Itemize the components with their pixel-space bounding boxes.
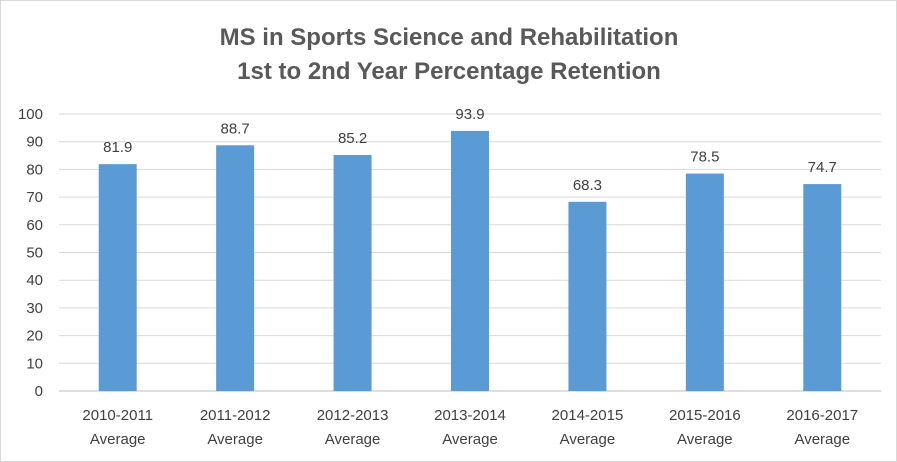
category-label: 2016-2017: [786, 407, 858, 424]
bar: [803, 184, 842, 391]
data-label: 78.5: [690, 149, 719, 166]
category-label: 2013-2014: [434, 407, 506, 424]
y-axis-ticks: 0 10 20 30 40 50 60 70 80 90 100: [18, 106, 43, 400]
bar: [333, 154, 372, 391]
bar: [451, 130, 489, 391]
y-tick-label: 50: [26, 245, 43, 262]
y-tick-label: 100: [18, 106, 43, 123]
y-tick-label: 70: [26, 189, 43, 206]
data-labels: 81.9 88.7 85.2 93.9 68.3 78.5 74.7: [103, 106, 837, 194]
y-tick-label: 40: [26, 272, 43, 289]
bars: [98, 130, 842, 391]
chart-title-line-1: MS in Sports Science and Rehabilitation: [220, 24, 679, 51]
category-label: 2015-2016: [669, 407, 741, 424]
category-label: 2012-2013: [317, 407, 389, 424]
y-tick-label: 80: [26, 161, 43, 178]
chart-title-line-2: 1st to 2nd Year Percentage Retention: [237, 58, 661, 85]
category-label: Average: [560, 431, 616, 448]
category-label: Average: [207, 431, 263, 448]
data-label: 68.3: [573, 177, 602, 194]
category-label: Average: [794, 431, 850, 448]
category-label: 2011-2012: [200, 407, 271, 424]
category-label: Average: [90, 431, 146, 448]
data-label: 88.7: [221, 120, 250, 137]
y-tick-label: 90: [26, 134, 43, 151]
y-tick-label: 20: [26, 328, 43, 345]
bar: [685, 173, 724, 391]
category-label: Average: [325, 431, 381, 448]
data-label: 74.7: [808, 159, 837, 176]
data-label: 81.9: [103, 139, 132, 156]
category-label: Average: [677, 431, 733, 448]
y-tick-label: 10: [26, 355, 43, 372]
category-label: Average: [442, 431, 498, 448]
data-label: 93.9: [455, 106, 484, 123]
x-axis-categories: 2010-2011 Average 2011-2012 Average 2012-201…: [82, 407, 858, 448]
category-label: 2010-2011: [82, 407, 153, 424]
y-tick-label: 30: [26, 300, 43, 317]
bar: [568, 201, 607, 391]
category-label: 2014-2015: [552, 407, 624, 424]
bar: [98, 164, 137, 391]
data-label: 85.2: [338, 130, 367, 147]
bar: [216, 145, 255, 391]
y-tick-label: 0: [35, 383, 43, 400]
y-tick-label: 60: [26, 217, 43, 234]
